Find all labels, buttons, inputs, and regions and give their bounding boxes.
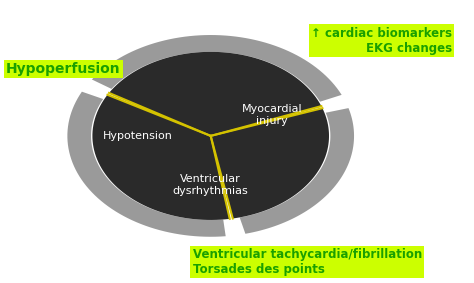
Text: Ventricular
dysrhythmias: Ventricular dysrhythmias xyxy=(173,174,248,196)
Polygon shape xyxy=(240,108,354,234)
Polygon shape xyxy=(92,95,230,220)
Text: Myocardial
injury: Myocardial injury xyxy=(242,104,302,126)
Polygon shape xyxy=(211,108,329,218)
Text: Hypoperfusion: Hypoperfusion xyxy=(6,62,120,76)
Polygon shape xyxy=(92,35,342,102)
Text: Ventricular tachycardia/fibrillation
Torsades des points: Ventricular tachycardia/fibrillation Tor… xyxy=(192,248,422,276)
Polygon shape xyxy=(109,52,321,136)
Polygon shape xyxy=(67,92,226,237)
Text: ↑ cardiac biomarkers
EKG changes: ↑ cardiac biomarkers EKG changes xyxy=(311,27,452,55)
Text: Hypotension: Hypotension xyxy=(103,131,173,141)
